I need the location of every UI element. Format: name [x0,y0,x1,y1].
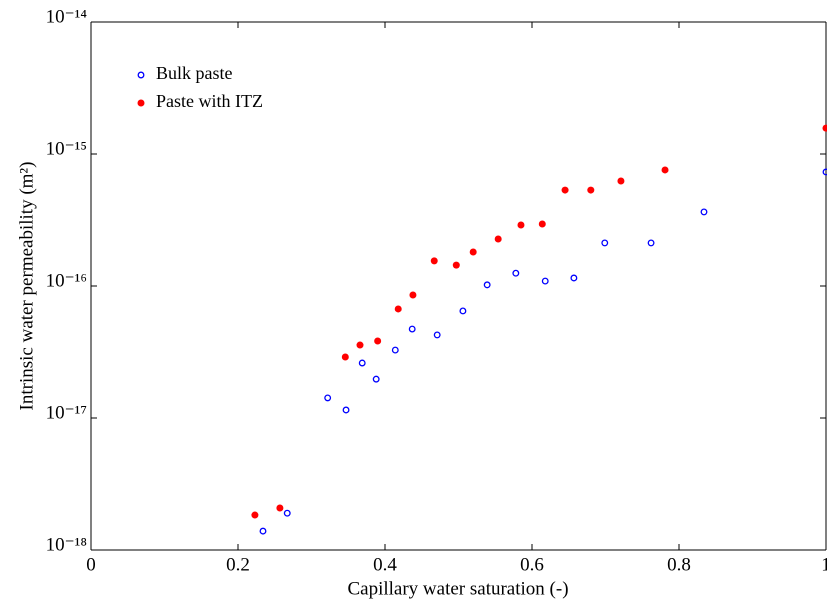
point [251,511,259,519]
legend-label: Bulk paste [156,63,233,83]
point [408,325,416,333]
x-tick-label: 0.8 [667,554,691,575]
point [494,235,502,243]
y-tick-label: 10⁻¹⁴ [46,6,88,27]
point [452,261,460,269]
x-tick-label: 1 [821,554,827,575]
y-tick-label: 10⁻¹⁸ [46,534,87,555]
y-tick-label: 10⁻¹⁷ [46,402,87,423]
point [601,239,609,247]
point [541,277,549,285]
legend-marker [137,99,145,107]
point [433,331,441,339]
point [394,305,402,313]
point [342,406,350,414]
x-tick-label: 0.4 [373,554,397,575]
point [570,274,578,282]
legend-marker [137,71,145,79]
point [700,208,708,216]
point [538,220,546,228]
y-tick-label: 10⁻¹⁵ [46,138,87,159]
point [283,509,291,517]
point [372,375,380,383]
y-axis-label: Intrinsic water permeability (m²) [16,162,37,411]
point [483,281,491,289]
point [324,394,332,402]
point [358,359,366,367]
x-axis-label: Capillary water saturation (-) [347,578,568,599]
point [459,307,467,315]
point [374,337,382,345]
point [822,168,827,176]
point [561,186,569,194]
point [517,221,525,229]
legend-label: Paste with ITZ [156,91,263,111]
point [587,186,595,194]
point [661,166,669,174]
point [617,177,625,185]
point [391,346,399,354]
point [341,353,349,361]
x-tick-label: 0 [86,554,96,575]
point [356,341,364,349]
point [822,124,827,132]
point [647,239,655,247]
x-tick-label: 0.6 [520,554,544,575]
point [469,248,477,256]
point [259,527,267,535]
point [409,291,417,299]
point [276,504,284,512]
y-tick-label: 10⁻¹⁶ [46,270,87,291]
x-tick-label: 0.2 [226,554,250,575]
point [512,269,520,277]
point [430,257,438,265]
